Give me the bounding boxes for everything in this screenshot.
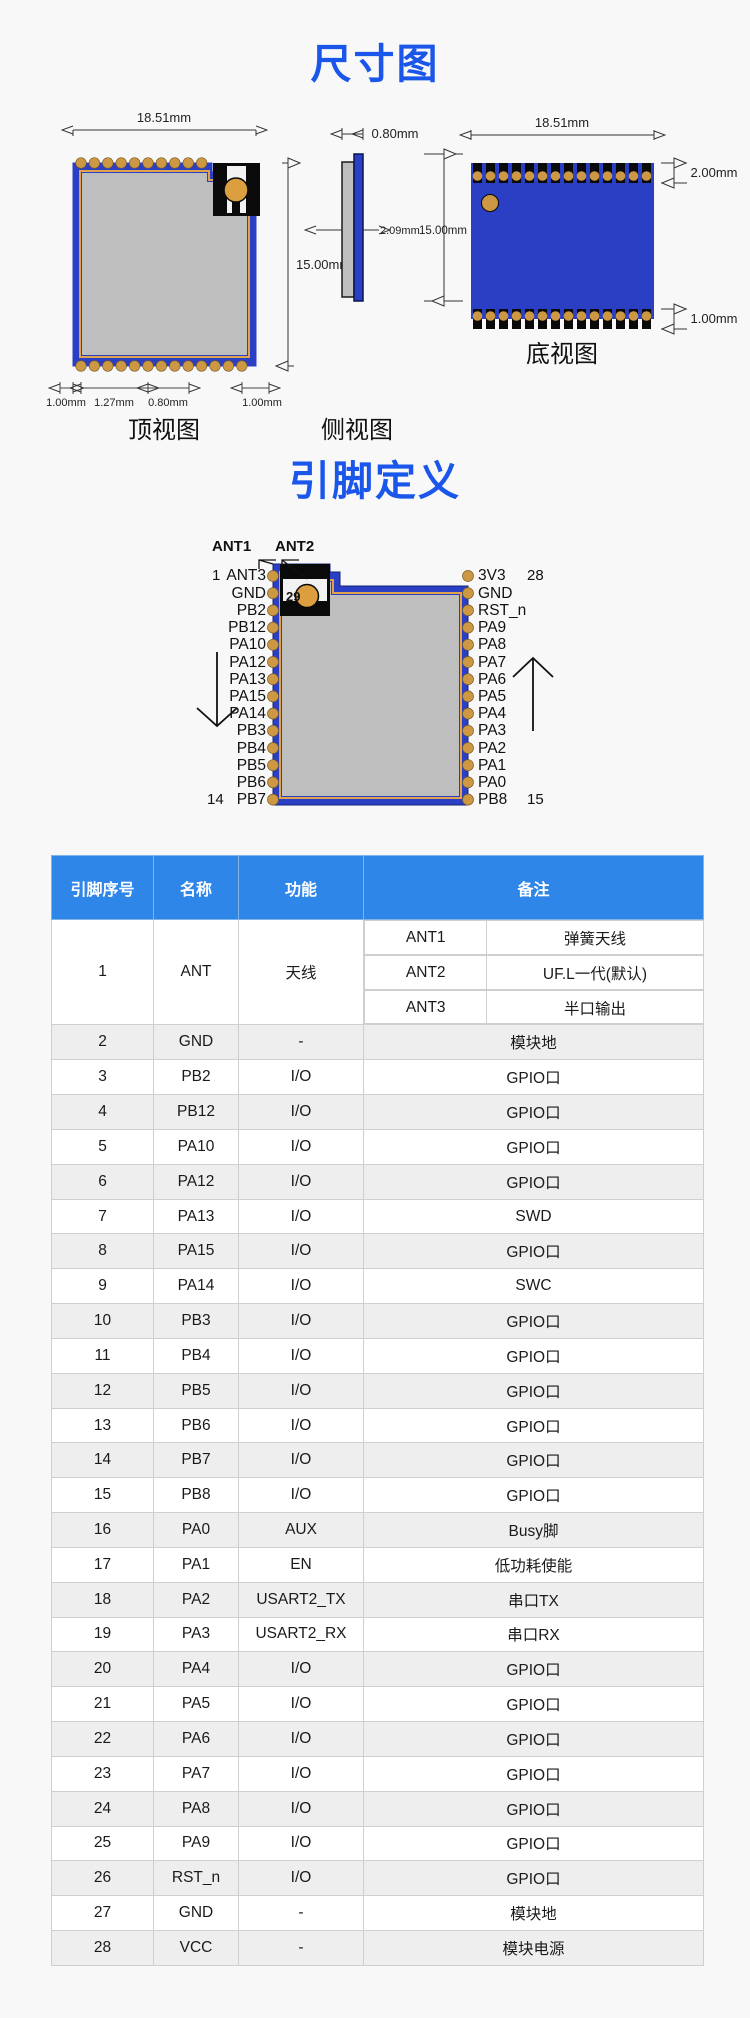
svg-text:2.09mm: 2.09mm (380, 225, 420, 237)
svg-text:PB8: PB8 (478, 791, 507, 808)
svg-text:2.00mm: 2.00mm (691, 165, 738, 180)
svg-text:1.00mm: 1.00mm (691, 311, 738, 326)
svg-text:PA1: PA1 (478, 757, 506, 774)
svg-text:ANT1: ANT1 (212, 538, 251, 555)
svg-text:0.80mm: 0.80mm (148, 397, 188, 409)
svg-text:ANT2: ANT2 (275, 538, 314, 555)
svg-text:PA13: PA13 (229, 671, 266, 688)
svg-text:PA14: PA14 (229, 705, 266, 722)
svg-text:PA12: PA12 (229, 654, 266, 671)
svg-text:18.51mm: 18.51mm (137, 110, 191, 125)
svg-text:PA6: PA6 (478, 671, 506, 688)
svg-text:PB4: PB4 (237, 740, 267, 757)
svg-text:RST_n: RST_n (478, 602, 526, 619)
svg-text:15: 15 (527, 791, 544, 808)
svg-text:PA9: PA9 (478, 619, 506, 636)
svg-text:PB7: PB7 (237, 791, 266, 808)
svg-text:PB6: PB6 (237, 774, 266, 791)
svg-text:PA5: PA5 (478, 688, 506, 705)
svg-text:1: 1 (212, 567, 220, 584)
svg-text:0.80mm: 0.80mm (372, 126, 419, 141)
svg-text:GND: GND (232, 585, 266, 602)
svg-text:PA7: PA7 (478, 654, 506, 671)
svg-text:15.00mm: 15.00mm (419, 225, 467, 237)
svg-text:顶视图: 顶视图 (128, 417, 200, 444)
svg-text:PA10: PA10 (229, 636, 266, 653)
svg-text:ANT3: ANT3 (226, 567, 266, 584)
svg-text:PA8: PA8 (478, 636, 506, 653)
svg-text:PB5: PB5 (237, 757, 266, 774)
svg-text:PB3: PB3 (237, 722, 266, 739)
svg-text:侧视图: 侧视图 (321, 417, 393, 444)
svg-text:PA3: PA3 (478, 722, 506, 739)
svg-text:1.00mm: 1.00mm (242, 397, 282, 409)
svg-text:29: 29 (286, 589, 300, 604)
svg-text:PA2: PA2 (478, 740, 506, 757)
svg-text:28: 28 (527, 567, 544, 584)
svg-text:PA0: PA0 (478, 774, 507, 791)
svg-text:PB12: PB12 (228, 619, 266, 636)
svg-text:PB2: PB2 (237, 602, 266, 619)
svg-text:3V3: 3V3 (478, 567, 506, 584)
svg-text:18.51mm: 18.51mm (535, 115, 589, 130)
svg-text:1.00mm: 1.00mm (46, 397, 86, 409)
svg-text:PA4: PA4 (478, 705, 507, 722)
svg-text:1.27mm: 1.27mm (94, 397, 134, 409)
svg-text:底视图: 底视图 (526, 341, 598, 368)
svg-text:GND: GND (478, 585, 512, 602)
svg-text:14: 14 (207, 791, 224, 808)
svg-text:PA15: PA15 (229, 688, 266, 705)
